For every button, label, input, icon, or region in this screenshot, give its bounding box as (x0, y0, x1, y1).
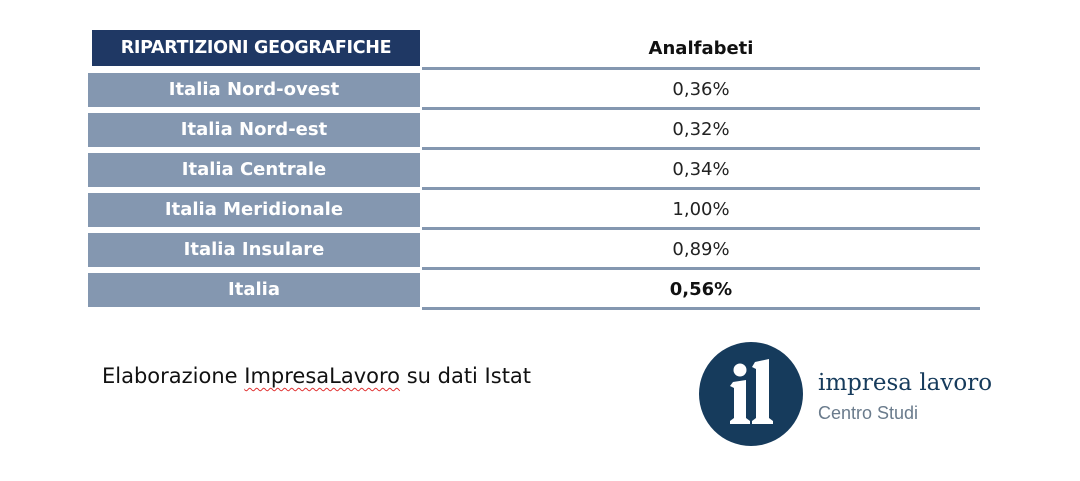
il-monogram-icon (730, 359, 773, 424)
table-row-total-value: 0,56% (669, 279, 733, 300)
logo-name: impresa lavoro (818, 370, 993, 396)
table-row-value: 0,34% (672, 159, 730, 180)
row-divider (422, 147, 980, 150)
table-row-region: Italia Meridionale (88, 193, 420, 227)
column-header-region: RIPARTIZIONI GEOGRAFICHE (92, 30, 420, 66)
table-row-value: 0,89% (672, 239, 730, 260)
table-row-value: 0,36% (672, 79, 730, 100)
row-divider (422, 307, 980, 310)
table-row-region: Italia Insulare (88, 233, 420, 267)
impresa-lavoro-logo-mark (699, 342, 803, 446)
row-divider (422, 107, 980, 110)
table-row-region: Italia Nord-est (88, 113, 420, 147)
table-row-total-region: Italia (88, 273, 420, 307)
table-row-value: 0,32% (672, 119, 730, 140)
caption-text-spellcheck: ImpresaLavoro (244, 364, 401, 388)
caption-text-before: Elaborazione (102, 364, 245, 388)
logo-tagline: Centro Studi (818, 403, 919, 423)
caption-text-after: su dati Istat (400, 364, 532, 388)
row-divider (422, 67, 980, 70)
table-row-value: 1,00% (672, 199, 730, 220)
row-divider (422, 267, 980, 270)
table-row-region: Italia Centrale (88, 153, 420, 187)
row-divider (422, 187, 980, 190)
row-divider (422, 227, 980, 230)
table-row-region: Italia Nord-ovest (88, 73, 420, 107)
source-caption: Elaborazione ImpresaLavoro su dati Istat (102, 364, 531, 388)
column-header-illiterates: Analfabeti (648, 38, 754, 59)
